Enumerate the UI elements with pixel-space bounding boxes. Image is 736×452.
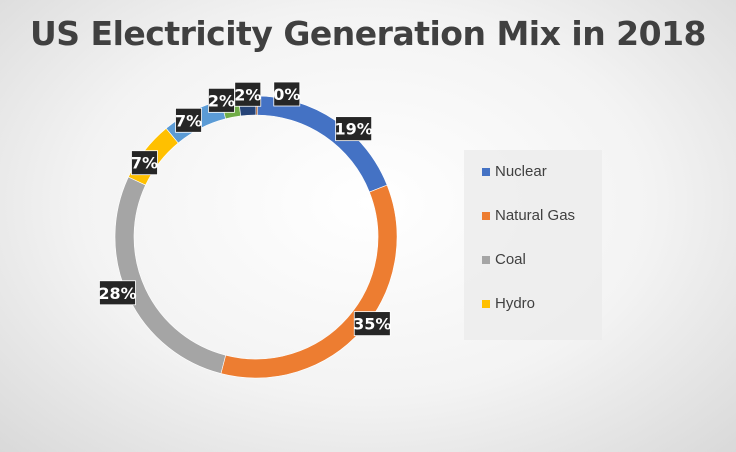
legend-label: Nuclear: [495, 163, 547, 180]
data-label-box: [353, 311, 391, 337]
data-label-wind: 7%: [175, 107, 202, 133]
data-label-text: 7%: [131, 154, 158, 173]
data-label-petroleum: 0%: [273, 81, 301, 107]
data-label-text: 7%: [175, 111, 202, 130]
legend-swatch: [482, 255, 490, 264]
data-label-text: 0%: [273, 85, 300, 104]
legend-swatch: [482, 211, 490, 220]
slice-nuclear: [255, 95, 388, 193]
legend-item-nuclear: Nuclear: [482, 163, 547, 180]
data-label-box: [335, 116, 373, 142]
data-label-text: 35%: [353, 315, 391, 334]
chart-title: US Electricity Generation Mix in 2018: [29, 14, 707, 53]
legend-item-coal: Coal: [482, 251, 526, 268]
data-label-natural-gas: 35%: [353, 311, 391, 337]
data-label-hydro: 7%: [131, 150, 158, 176]
data-label-text: 2%: [208, 91, 235, 110]
data-label-coal: 28%: [98, 280, 137, 306]
data-label-box: [208, 87, 235, 113]
data-label-other: 2%: [234, 81, 262, 107]
slice-coal: [114, 176, 227, 374]
slice-natural-gas: [220, 184, 398, 379]
legend-swatch: [482, 299, 490, 308]
data-label-text: 28%: [98, 284, 136, 303]
legend-swatch: [482, 167, 490, 176]
data-label-nuclear: 19%: [334, 116, 373, 142]
legend-item-natural-gas: Natural Gas: [482, 207, 575, 224]
legend-label: Natural Gas: [495, 207, 576, 224]
data-label-box: [175, 107, 202, 133]
data-label-solar: 2%: [208, 87, 235, 113]
data-label-box: [234, 81, 262, 107]
legend-item-hydro: Hydro: [482, 295, 535, 312]
data-label-text: 19%: [334, 120, 372, 139]
data-label-box: [131, 150, 158, 176]
data-label-box: [99, 280, 136, 306]
legend-label: Hydro: [495, 295, 536, 312]
legend: Nuclear Natural Gas Coal Hydro: [464, 150, 602, 340]
data-label-text: 2%: [234, 85, 261, 104]
data-label-box: [273, 81, 301, 107]
legend-label: Coal: [495, 251, 526, 268]
